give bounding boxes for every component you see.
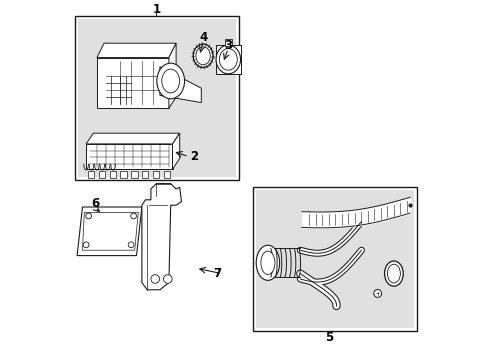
Polygon shape [142, 184, 181, 290]
Polygon shape [142, 171, 148, 178]
Bar [256, 190, 413, 328]
Circle shape [128, 242, 134, 248]
Polygon shape [77, 207, 142, 256]
Ellipse shape [162, 69, 179, 93]
Bar [224, 39, 231, 46]
Circle shape [83, 242, 89, 248]
Circle shape [151, 275, 159, 283]
Polygon shape [163, 171, 170, 178]
Bar [253, 187, 416, 331]
Ellipse shape [196, 47, 210, 65]
Bar [75, 16, 239, 180]
Ellipse shape [256, 245, 279, 280]
Text: 2: 2 [190, 150, 198, 163]
Polygon shape [216, 45, 240, 74]
Circle shape [130, 213, 136, 219]
Text: 7: 7 [213, 267, 221, 280]
Circle shape [85, 213, 91, 219]
Polygon shape [131, 171, 137, 178]
Polygon shape [172, 133, 179, 169]
Ellipse shape [260, 251, 274, 275]
Polygon shape [86, 133, 179, 144]
Polygon shape [97, 58, 168, 108]
Polygon shape [88, 171, 94, 178]
Polygon shape [109, 171, 116, 178]
Text: 5: 5 [325, 331, 332, 344]
Circle shape [163, 275, 172, 283]
Polygon shape [97, 43, 176, 58]
Ellipse shape [193, 44, 213, 68]
Text: 4: 4 [199, 31, 207, 44]
Ellipse shape [219, 49, 237, 70]
Circle shape [373, 289, 381, 297]
Ellipse shape [157, 63, 184, 99]
Ellipse shape [386, 264, 400, 283]
Text: 6: 6 [91, 197, 99, 210]
Bar [78, 19, 236, 177]
Polygon shape [152, 171, 159, 178]
Ellipse shape [384, 261, 403, 286]
Polygon shape [120, 171, 126, 178]
Polygon shape [168, 43, 176, 108]
Text: 3: 3 [224, 39, 232, 51]
Ellipse shape [216, 45, 240, 74]
Polygon shape [160, 67, 201, 103]
Polygon shape [99, 171, 105, 178]
Polygon shape [86, 144, 172, 169]
Text: 1: 1 [152, 3, 160, 15]
